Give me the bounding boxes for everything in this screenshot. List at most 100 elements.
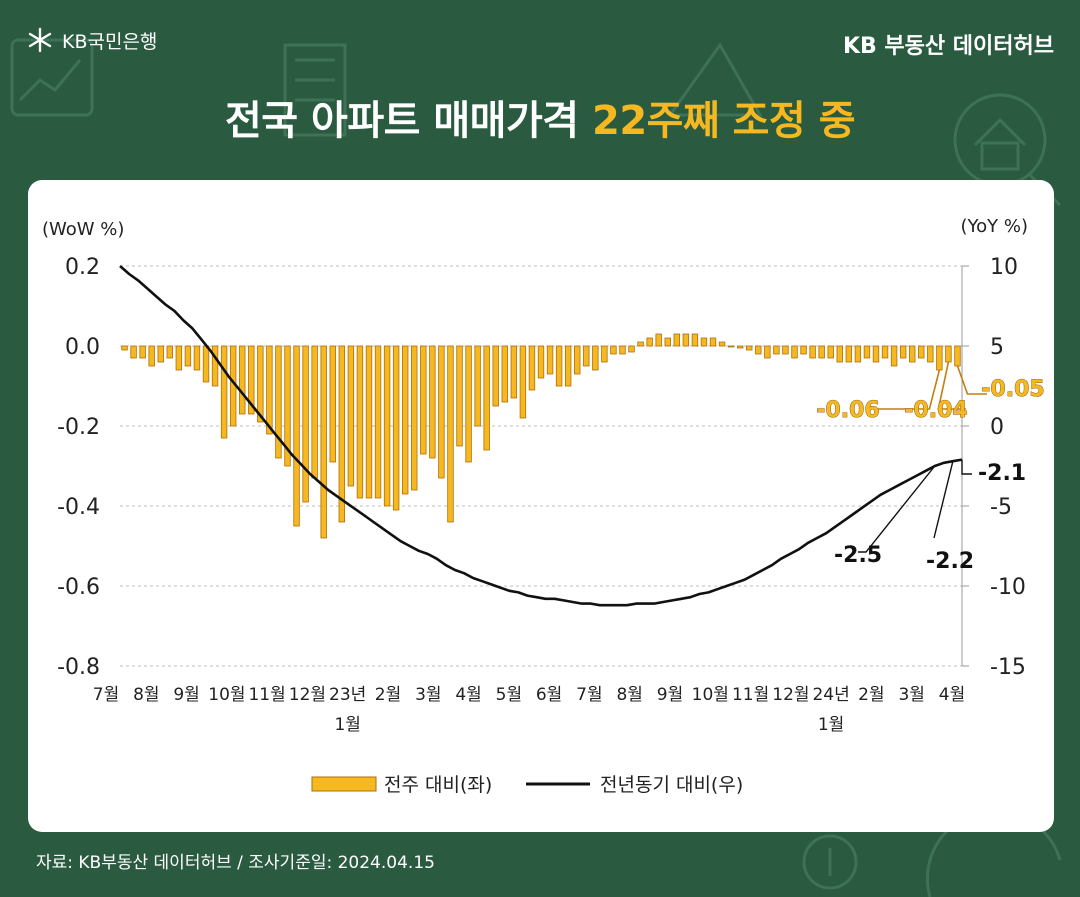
wow-bar xyxy=(727,345,735,348)
wow-bar xyxy=(329,345,336,463)
wow-bar xyxy=(791,345,798,359)
wow-bar xyxy=(266,345,273,435)
wow-bar xyxy=(175,345,183,371)
line-annotation-leader xyxy=(933,461,954,539)
left-tick-label: 0.2 xyxy=(65,255,100,280)
x-tick-label: 4월 xyxy=(455,685,481,705)
wow-bar xyxy=(872,345,880,363)
wow-bar xyxy=(239,345,246,415)
x-tick-label: 12월 xyxy=(772,685,809,705)
wow-bar xyxy=(374,345,382,499)
x-tick-label: 8월 xyxy=(616,685,642,705)
wow-bar xyxy=(764,345,771,359)
wow-bar xyxy=(248,345,255,415)
wow-bar xyxy=(166,345,174,359)
x-tick-label: 3월 xyxy=(898,685,924,705)
wow-bar xyxy=(365,345,373,499)
wow-bar xyxy=(492,345,499,407)
right-tick-label: 0 xyxy=(990,415,1004,440)
wow-bar xyxy=(456,345,463,447)
building-icon xyxy=(283,43,347,137)
wow-bar xyxy=(184,345,192,367)
x-tick-label: 2월 xyxy=(375,685,401,705)
ruler-bg-icon xyxy=(668,42,763,117)
coin-bg-icon xyxy=(802,834,858,890)
wow-bar xyxy=(655,333,662,347)
right-tick-label: -5 xyxy=(990,495,1012,520)
brand-name: KB국민은행 xyxy=(62,30,158,53)
wow-bar xyxy=(383,345,391,507)
wow-bar xyxy=(809,345,816,359)
chart-card: (WoW %) (YoY %) 0.2 0.0 -0.2 -0.4 -0.6 -0.8 1… xyxy=(28,180,1054,832)
wow-bar xyxy=(583,345,590,367)
wow-bar xyxy=(890,345,898,367)
value-annotations: -0.06 -0.04 -0.05 -2.5 -2.2 -2.1 xyxy=(816,361,1045,574)
bar-annotation-leader xyxy=(937,361,966,410)
wow-bar xyxy=(483,345,490,451)
wow-bar xyxy=(284,345,291,467)
x-tick-label: 11월 xyxy=(732,685,769,705)
wow-bar xyxy=(555,345,563,387)
wow-bar xyxy=(854,345,862,363)
wow-bar xyxy=(863,345,871,359)
wow-bars xyxy=(121,333,961,539)
wow-bar xyxy=(827,345,834,359)
wow-bar xyxy=(447,345,454,523)
bar-annotation-leader xyxy=(878,369,941,410)
wow-bar xyxy=(320,345,327,539)
wow-bar xyxy=(121,345,128,351)
wow-bar xyxy=(157,345,164,363)
wow-bar xyxy=(139,345,146,359)
x-tick-label: 9월 xyxy=(657,685,683,705)
x-tick-label: 10월 xyxy=(692,685,729,705)
wow-bar xyxy=(782,345,789,355)
x-sub-label: 1월 xyxy=(334,715,360,735)
legend-bar-label: 전주 대비(좌) xyxy=(384,774,492,796)
wow-bar xyxy=(501,345,508,403)
line-annotation-leader xyxy=(858,465,936,553)
wow-bar xyxy=(302,345,309,503)
line-annotation-label: -2.5 xyxy=(834,543,882,568)
wow-bar xyxy=(510,345,518,399)
wow-bar xyxy=(691,333,699,347)
wow-bar xyxy=(193,345,201,371)
bar-annotation-label: -0.04 xyxy=(904,398,967,423)
right-axis-label: (YoY %) xyxy=(961,216,1028,237)
x-tick-label: 2월 xyxy=(858,685,884,705)
x-tick-label: 24년 xyxy=(812,685,849,705)
wow-bar xyxy=(564,345,572,387)
wow-bar xyxy=(936,345,943,371)
wow-bar xyxy=(610,345,617,355)
wow-bar xyxy=(211,345,219,387)
bar-annotation-leader xyxy=(956,365,987,395)
right-tick-label: -10 xyxy=(990,575,1026,600)
bar-annotation-label: -0.06 xyxy=(816,398,879,423)
wow-bar xyxy=(845,345,853,363)
chart-bg-icon xyxy=(10,38,94,117)
wow-bar xyxy=(474,345,481,427)
line-annotation-label: -2.1 xyxy=(978,461,1026,486)
title-highlight: 22주째 조정 중 xyxy=(591,98,856,144)
wow-bar xyxy=(275,345,282,459)
kb-star-icon xyxy=(28,27,52,53)
x-tick-label: 12월 xyxy=(289,685,326,705)
wow-bar xyxy=(619,345,626,355)
price-change-chart: (WoW %) (YoY %) 0.2 0.0 -0.2 -0.4 -0.6 -0.8 1… xyxy=(42,216,1045,796)
wow-bar xyxy=(537,345,545,379)
wow-bar xyxy=(347,345,355,487)
wow-bar xyxy=(836,345,843,363)
bar-annotation-label: -0.05 xyxy=(981,377,1044,402)
wow-bar xyxy=(601,345,608,363)
line-annotation-label: -2.2 xyxy=(926,549,974,574)
left-tick-label: -0.2 xyxy=(57,415,100,440)
legend-bar-swatch xyxy=(311,776,377,792)
wow-bar xyxy=(673,333,681,347)
x-tick-label: 5월 xyxy=(496,685,522,705)
left-axis-label: (WoW %) xyxy=(42,219,124,240)
wow-bar xyxy=(718,341,726,347)
kb-bank-logo: KB국민은행 xyxy=(26,26,157,54)
wow-bar xyxy=(401,345,409,495)
wow-bar xyxy=(664,337,671,347)
wow-bar xyxy=(637,341,644,347)
x-sub-label: 1월 xyxy=(818,715,844,735)
